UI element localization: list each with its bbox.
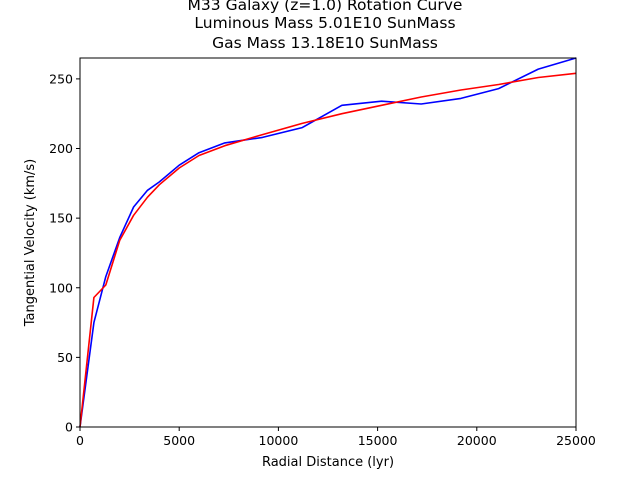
title-line-3: Gas Mass 13.18E10 SunMass	[212, 34, 438, 52]
y-tick-label: 150	[49, 211, 73, 226]
series-line-2	[79, 72, 577, 428]
x-tick-label: 25000	[556, 433, 596, 448]
y-axis-ticks: 0 50 100 150 200 250	[49, 71, 80, 435]
y-tick-label: 50	[57, 350, 73, 365]
series-lines	[79, 57, 577, 428]
y-tick-label: 200	[49, 141, 73, 156]
x-axis-ticks: 0 5000 10000 15000 20000 25000	[76, 427, 596, 448]
x-tick-label: 5000	[163, 433, 195, 448]
x-axis-label: Radial Distance (lyr)	[262, 455, 394, 470]
title-line-2: Luminous Mass 5.01E10 SunMass	[194, 14, 455, 32]
title-line-1: M33 Galaxy (z=1.0) Rotation Curve	[188, 0, 463, 14]
series-line-1	[79, 57, 577, 428]
x-tick-label: 10000	[259, 433, 299, 448]
y-tick-label: 100	[49, 280, 73, 295]
plot-frame	[79, 57, 577, 428]
x-tick-label: 15000	[358, 433, 398, 448]
chart-title: M33 Galaxy (z=1.0) Rotation CurveLuminou…	[188, 0, 463, 52]
y-tick-label: 0	[65, 420, 73, 435]
x-tick-label: 0	[76, 433, 84, 448]
x-tick-label: 20000	[457, 433, 497, 448]
y-axis-label: Tangential Velocity (km/s)	[23, 159, 38, 328]
y-tick-label: 250	[49, 71, 73, 86]
